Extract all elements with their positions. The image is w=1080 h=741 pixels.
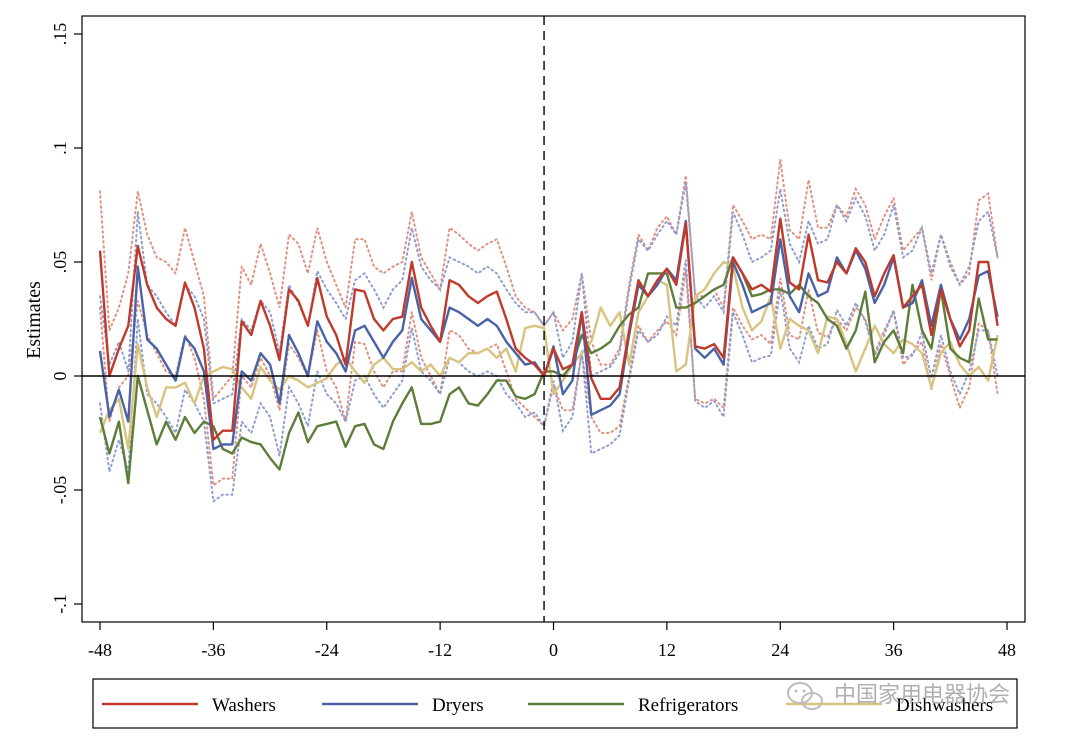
y-tick-label: .05 [50,251,70,274]
x-tick-label: -24 [315,640,339,660]
wechat-icon [787,682,823,710]
legend-label: Dryers [432,695,484,716]
x-tick-label: 0 [549,640,558,660]
y-tick-label: -.05 [50,476,70,505]
watermark-text: 中国家用电器协会 [834,683,1010,708]
x-tick-label: 24 [771,640,789,660]
x-tick-label: 36 [885,640,903,660]
x-tick-label: -36 [201,640,225,660]
y-tick-label: .1 [50,141,70,155]
washers-ci-upper-line [99,159,999,402]
legend-label: Dishwashers [896,695,993,716]
dryers-ci-upper-line [99,182,999,405]
y-axis-title: Estimates [23,281,45,359]
dryers-ci-lower-line [99,259,999,504]
x-tick-label: -48 [88,640,112,660]
x-tick-label: -12 [428,640,452,660]
legend-label: Refrigerators [638,695,738,716]
refrigerators-series-line [98,256,998,485]
legend: Washers Dryers Refrigerators Dishwashers [92,678,1018,729]
y-tick-label: .15 [50,23,70,46]
y-tick-label: 0 [50,372,70,381]
x-axis: -48 -36 -24 -12 0 12 24 36 48 [88,622,1016,660]
reference-lines [82,16,1025,622]
legend-label: Washers [212,695,276,716]
y-axis: -.1 -.05 0 .05 .1 .15 [50,23,82,614]
legend-item-washers: Washers [102,695,276,716]
x-tick-label: 12 [658,640,676,660]
plot-lines [98,159,999,504]
x-tick-label: 48 [998,640,1016,660]
watermark: 中国家用电器协会 [787,682,1010,710]
washers-series-line [98,217,999,441]
legend-item-refrigerators: Refrigerators [528,695,738,716]
y-tick-label: -.1 [50,594,70,614]
legend-item-dryers: Dryers [322,695,484,716]
